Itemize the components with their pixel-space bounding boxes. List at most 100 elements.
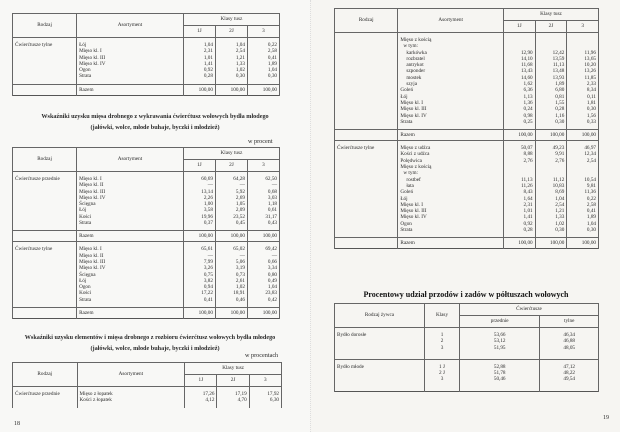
cell-value: 0,92 — [183, 67, 216, 74]
row-label: rozbratel — [397, 55, 504, 63]
cell-value: 48,22 — [539, 370, 599, 377]
cell-value: 1,41 — [183, 60, 216, 68]
total-row: Razem 100,00 100,00 100,00 — [333, 237, 599, 249]
row-label: szponder — [397, 68, 504, 75]
row-label: Mięso kl. III — [397, 106, 504, 113]
cell-value: 2,54 — [566, 157, 599, 165]
cell-value — [566, 170, 599, 177]
cell-value: 50,46 — [459, 376, 541, 383]
table-2-subtitle: (jałówki, wolce, młode buhaje, byczki i … — [90, 124, 220, 131]
class-label: 2 — [424, 338, 460, 345]
cell-value: 0,30 — [566, 106, 599, 113]
row-label: Polędwica — [397, 157, 504, 165]
total-value: 100,00 — [566, 129, 599, 141]
cell-value: 1,89 — [247, 60, 281, 68]
cell-value: 0,94 — [183, 284, 216, 291]
cell-value: 1,04 — [566, 220, 599, 228]
col-header-class: 3 — [246, 159, 281, 172]
group-label — [333, 118, 399, 126]
cell-value: 1,33 — [535, 214, 568, 221]
total-row: Razem 100,00 100,00 100,00 — [11, 83, 281, 96]
row-label: Mięso kl. III — [76, 188, 184, 195]
cell-value: 8,43 — [503, 189, 536, 196]
cell-value: 18,91 — [215, 290, 248, 297]
table-row: Ogon 0,94 1,02 1,04 — [11, 284, 281, 291]
group-label — [333, 164, 399, 171]
table-row: Mięso kl. IV 0,98 1,16 1,56 — [333, 112, 599, 119]
page-number: 18 — [14, 421, 20, 427]
group-label — [11, 213, 78, 221]
cell-value: 8,69 — [535, 189, 568, 196]
cell-value: 1,81 — [566, 99, 599, 107]
table-group: Ćwierćtusze przednie Mięso kl. I 60,69 64,2… — [11, 171, 281, 242]
group-label — [333, 106, 399, 113]
group-label — [333, 62, 399, 69]
row-label: Kości z udźca — [397, 151, 504, 158]
row-label: Mięso kl. IV — [397, 112, 504, 119]
row-label: Mięso kl. I — [397, 99, 504, 107]
col-header-class: 2J — [534, 20, 568, 33]
col-header-class: 1J — [184, 374, 218, 387]
cell-value: 0,30 — [535, 227, 568, 234]
group-label — [333, 49, 399, 56]
total-value: 100,00 — [215, 307, 248, 319]
col-header-asortyment: Asortyment — [397, 8, 504, 33]
cell-value: 11,68 — [503, 62, 536, 69]
total-value: 100,00 — [535, 129, 568, 141]
row-label: Strata — [76, 73, 184, 80]
cell-value: 48,05 — [539, 344, 599, 351]
row-label: szyja — [397, 81, 504, 88]
cell-value: 1,36 — [503, 99, 536, 107]
col-header-cwiercusze: Ćwierćtusze — [459, 303, 599, 316]
class-label: 3 — [424, 344, 460, 351]
table-row: Polędwica 2,76 2,76 2,54 — [333, 157, 599, 165]
group-label — [11, 54, 78, 61]
cell-value: 0,24 — [503, 106, 536, 113]
cell-value: 0,73 — [215, 271, 248, 278]
cell-value — [566, 164, 599, 171]
col-header-rodzaj: Rodzaj — [11, 147, 78, 172]
cell-value: 1,02 — [215, 67, 248, 74]
cell-value: 23,83 — [247, 290, 281, 297]
total-label: Razem — [76, 83, 184, 96]
group-label — [333, 214, 399, 221]
group-label — [334, 338, 425, 345]
cell-value: 11,96 — [566, 49, 599, 56]
cell-value: 69,42 — [247, 241, 281, 253]
cell-value: 0,37 — [183, 220, 216, 227]
group-label — [333, 93, 399, 100]
cell-value — [535, 43, 568, 50]
row-label: Mięso kl. II — [76, 252, 184, 259]
total-value: 100,00 — [215, 83, 248, 96]
group-label — [333, 195, 399, 202]
cell-value: 1,02 — [535, 220, 568, 228]
table-group: Mięso z kością w tym: karkówka 12,90 12,42 11… — [333, 32, 599, 141]
cell-value: 11,36 — [566, 189, 599, 196]
cell-value: — — [183, 182, 216, 189]
cell-value: 10,83 — [535, 182, 568, 190]
row-label: łata — [397, 182, 504, 190]
table-row: Kości z udźca 8,88 9,91 12,34 — [333, 151, 599, 158]
cell-value: 1,05 — [215, 201, 248, 208]
cell-value: 64,28 — [215, 171, 248, 183]
cell-value: 2,69 — [215, 194, 248, 202]
table-row: Mięso kl. II — — — — [11, 252, 281, 259]
cell-value: 1,16 — [535, 112, 568, 119]
group-label — [333, 99, 399, 107]
table-row: Ścięgna 1,00 1,05 1,18 — [11, 201, 281, 208]
table-row: szponder 13,43 13,48 13,26 — [333, 68, 599, 75]
cell-value: 0,42 — [247, 296, 281, 304]
group-label — [11, 182, 78, 189]
table-row: Ścięgna 0,75 0,73 0,80 — [11, 271, 281, 278]
table-2-title: Wskaźniki uzysku mięsa drobnego z wykraw… — [41, 113, 269, 120]
cell-value: 0,11 — [566, 93, 599, 100]
row-label: Goleń — [397, 189, 504, 196]
table-row: Strata 0,28 0,30 0,30 — [333, 227, 599, 234]
row-label: karkówka — [397, 49, 504, 56]
row-label: Mięso kl. I — [76, 241, 184, 253]
cell-value — [503, 170, 536, 177]
row-label: rostbef — [397, 176, 504, 183]
cell-value: 1,01 — [503, 208, 536, 215]
cell-value: 2,54 — [215, 48, 248, 55]
table-row: rostbef 11,13 11,12 10,54 — [333, 176, 599, 183]
